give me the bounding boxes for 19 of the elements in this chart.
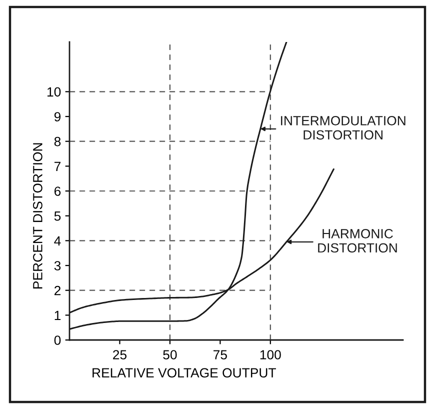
x-tick-label: 75	[214, 350, 227, 360]
y-tick-label: 4	[54, 236, 61, 246]
y-axis-title: PERCENT DISTORTION	[33, 143, 42, 288]
y-tick-label: 2	[54, 286, 61, 296]
y-tick-label: 9	[54, 112, 61, 122]
annotation: HARMONIC DISTORTION	[318, 229, 397, 253]
y-tick-label: 3	[54, 261, 61, 270]
y-tick-label: 10	[48, 87, 61, 97]
x-tick-label: 100	[260, 350, 281, 360]
y-tick-label: 1	[54, 310, 61, 320]
y-tick-label: 8	[54, 136, 61, 146]
y-tick-label: 6	[54, 186, 61, 196]
x-tick-label: 50	[163, 350, 177, 360]
y-tick-label: 7	[54, 162, 61, 171]
annotation: INTERMODULATION DISTORTION	[281, 116, 406, 140]
x-axis-title: RELATIVE VOLTAGE OUTPUT	[92, 368, 276, 378]
x-tick-label: 25	[113, 350, 127, 360]
y-tick-label: 5	[54, 212, 61, 221]
y-tick-label: 0	[54, 336, 61, 345]
